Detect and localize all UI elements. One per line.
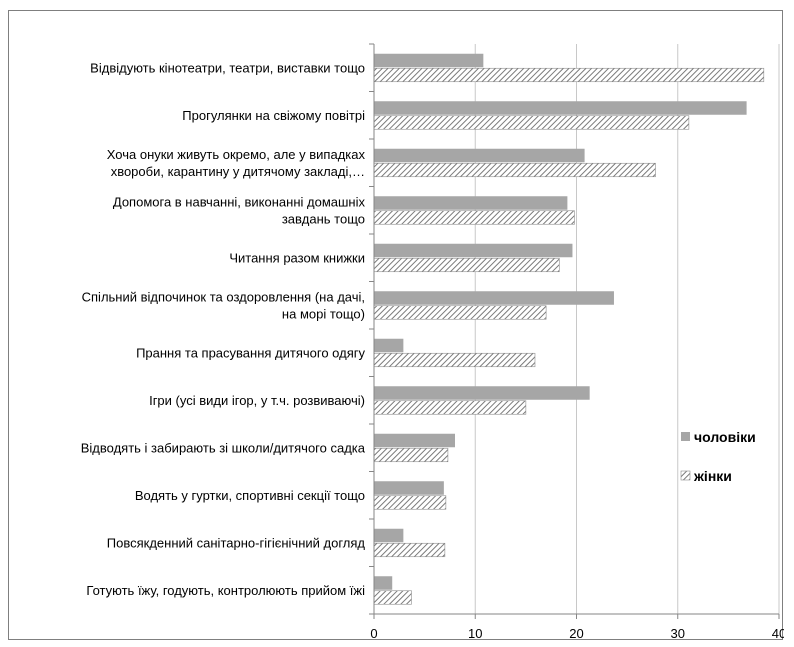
category-label-line: Повсякденний санітарно-гігієнічний догля… xyxy=(107,535,366,550)
bar-chart: Відвідують кінотеатри, театри, виставки … xyxy=(81,43,784,641)
gridlines xyxy=(474,44,780,614)
category-label-3: Допомога в навчанні, виконанні домашніх з… xyxy=(113,194,366,226)
category-label-line: Ігри (усі види ігор, у т.ч. розвиваючі) xyxy=(149,393,365,408)
category-label-line: Прогулянки на свіжому повітрі xyxy=(182,108,365,123)
bar-men-10 xyxy=(374,528,404,543)
category-label-line: хвороби, карантину у дитячому закладі,… xyxy=(111,164,365,179)
category-label-line: Готують їжу, годують, контролюють прийом… xyxy=(86,583,365,598)
category-label-line: Хоча онуки живуть окремо, але у випадках xyxy=(107,147,366,162)
axes xyxy=(369,43,780,619)
bar-women-11 xyxy=(373,590,412,605)
bar-women-1 xyxy=(373,115,690,130)
category-label-5: Спільний відпочинок та оздоровлення (на … xyxy=(82,289,365,321)
bar-women-8 xyxy=(373,447,449,463)
x-tick-label-0: 0 xyxy=(370,626,377,641)
category-label-line: Читання разом книжки xyxy=(229,250,365,265)
x-tick-label-30: 30 xyxy=(671,626,685,641)
category-label-line: Спільний відпочинок та оздоровлення (на … xyxy=(82,289,365,304)
bar-men-9 xyxy=(374,481,444,495)
legend: чоловіки жінки xyxy=(680,429,756,484)
bar-men-11 xyxy=(374,576,393,590)
x-tick-label-20: 20 xyxy=(569,626,583,641)
category-label-line: завдань тощо xyxy=(282,211,365,226)
legend-label-men: чоловіки xyxy=(694,429,756,445)
category-label-0: Відвідують кінотеатри, театри, виставки … xyxy=(90,60,365,75)
category-label-9: Водять у гуртки, спортивні секції тощо xyxy=(135,488,365,503)
bar-men-4 xyxy=(374,243,573,258)
bar-men-2 xyxy=(374,148,585,163)
bar-men-6 xyxy=(374,338,404,353)
legend-label-women: жінки xyxy=(693,468,732,484)
category-label-line: Відводять і забирають зі школи/дитячого … xyxy=(81,440,366,455)
x-tick-labels: 0 10 20 30 40 xyxy=(370,626,784,641)
x-tick-label-10: 10 xyxy=(468,626,482,641)
bar-women-7 xyxy=(373,400,527,415)
bar-men-1 xyxy=(374,101,747,115)
category-label-line: Допомога в навчанні, виконанні домашніх xyxy=(113,194,366,209)
bars xyxy=(373,53,765,605)
bar-men-0 xyxy=(374,53,484,68)
chart-frame: Відвідують кінотеатри, театри, виставки … xyxy=(8,10,784,641)
bar-men-7 xyxy=(374,386,590,400)
bar-men-5 xyxy=(374,291,614,305)
bar-women-4 xyxy=(373,257,560,273)
category-label-10: Повсякденний санітарно-гігієнічний догля… xyxy=(107,535,366,550)
category-label-7: Ігри (усі види ігор, у т.ч. розвиваючі) xyxy=(149,393,365,408)
bar-women-3 xyxy=(373,210,575,225)
category-label-line: Водять у гуртки, спортивні секції тощо xyxy=(135,488,365,503)
category-label-11: Готують їжу, годують, контролюють прийом… xyxy=(86,583,365,598)
bar-men-3 xyxy=(374,196,568,210)
bar-men-8 xyxy=(374,433,455,448)
legend-swatch-men xyxy=(681,432,690,441)
bar-women-0 xyxy=(373,67,765,83)
category-label-2: Хоча онуки живуть окремо, але у випадках… xyxy=(107,147,366,179)
legend-swatch-women xyxy=(680,470,691,481)
category-label-line: Відвідують кінотеатри, театри, виставки … xyxy=(90,60,365,75)
category-label-8: Відводять і забирають зі школи/дитячого … xyxy=(81,440,366,455)
bar-women-2 xyxy=(373,162,656,178)
bar-women-10 xyxy=(373,542,446,558)
category-labels: Відвідують кінотеатри, театри, виставки … xyxy=(81,60,366,598)
bar-women-6 xyxy=(373,352,536,368)
category-label-6: Прання та прасування дитячого одягу xyxy=(136,345,365,360)
bar-women-9 xyxy=(373,495,447,510)
category-label-4: Читання разом книжки xyxy=(229,250,365,265)
bar-women-5 xyxy=(373,305,547,320)
category-label-1: Прогулянки на свіжому повітрі xyxy=(182,108,365,123)
category-label-line: Прання та прасування дитячого одягу xyxy=(136,345,365,360)
category-label-line: на морі тощо) xyxy=(282,306,365,321)
x-tick-label-40: 40 xyxy=(772,626,784,641)
